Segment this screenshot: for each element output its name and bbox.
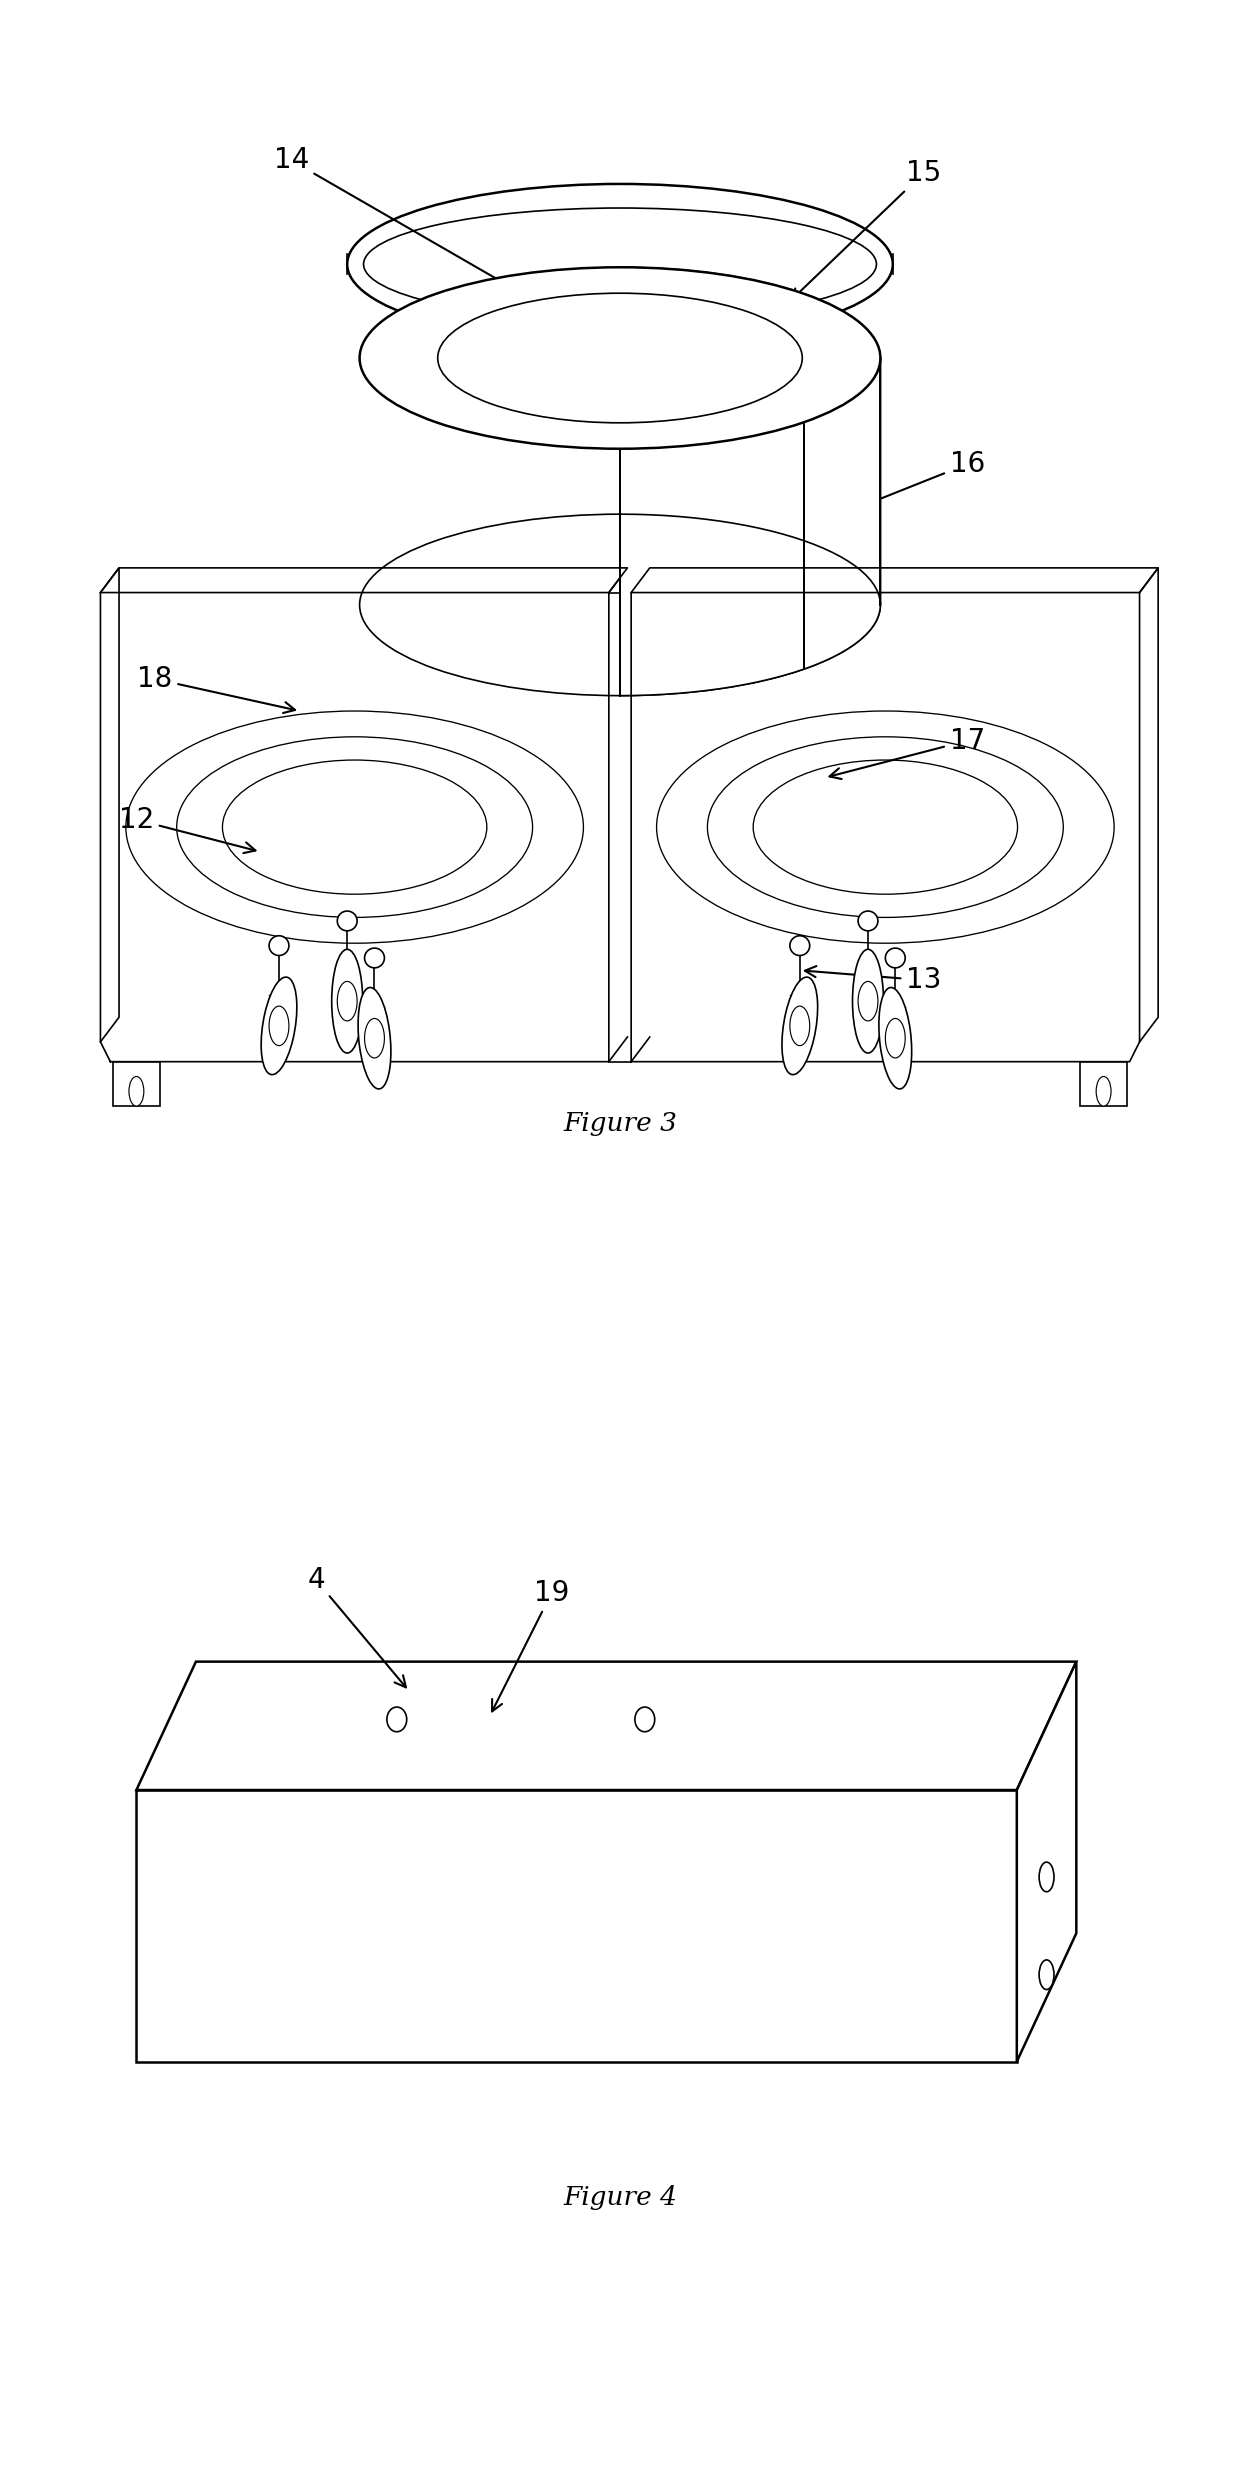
Ellipse shape — [269, 936, 289, 956]
Text: 14: 14 — [274, 146, 513, 289]
Ellipse shape — [438, 294, 802, 422]
Polygon shape — [804, 294, 880, 605]
Circle shape — [365, 1020, 384, 1059]
Text: 12: 12 — [119, 805, 255, 854]
Text: 13: 13 — [805, 965, 941, 995]
Text: 15: 15 — [791, 158, 941, 301]
Circle shape — [337, 983, 357, 1022]
Text: 4: 4 — [308, 1565, 405, 1686]
Circle shape — [885, 1020, 905, 1059]
Text: 18: 18 — [138, 664, 295, 714]
Polygon shape — [620, 422, 804, 696]
Polygon shape — [1017, 1662, 1076, 2062]
Ellipse shape — [387, 1706, 407, 1731]
Ellipse shape — [360, 267, 880, 449]
Ellipse shape — [1039, 1960, 1054, 1990]
Text: 16: 16 — [854, 449, 985, 511]
Ellipse shape — [358, 988, 391, 1089]
Ellipse shape — [262, 978, 296, 1074]
Ellipse shape — [332, 948, 363, 1052]
Ellipse shape — [635, 1706, 655, 1731]
Ellipse shape — [790, 936, 810, 956]
Text: 17: 17 — [830, 726, 985, 780]
Bar — [113, 1062, 160, 1106]
Polygon shape — [620, 267, 804, 541]
Ellipse shape — [853, 948, 883, 1052]
Polygon shape — [136, 1662, 1076, 1790]
Circle shape — [129, 1076, 144, 1106]
Polygon shape — [136, 1790, 1017, 2062]
Ellipse shape — [337, 911, 357, 931]
Ellipse shape — [879, 988, 911, 1089]
Bar — [1080, 1062, 1127, 1106]
Text: Figure 3: Figure 3 — [563, 1111, 677, 1136]
Ellipse shape — [782, 978, 817, 1074]
Ellipse shape — [885, 948, 905, 968]
Circle shape — [790, 1007, 810, 1047]
Ellipse shape — [365, 948, 384, 968]
Circle shape — [858, 983, 878, 1022]
Text: 19: 19 — [492, 1578, 569, 1711]
Circle shape — [1096, 1076, 1111, 1106]
Ellipse shape — [858, 911, 878, 931]
Polygon shape — [804, 358, 880, 669]
Ellipse shape — [1039, 1862, 1054, 1891]
Text: Figure 4: Figure 4 — [563, 2185, 677, 2210]
Circle shape — [269, 1007, 289, 1047]
